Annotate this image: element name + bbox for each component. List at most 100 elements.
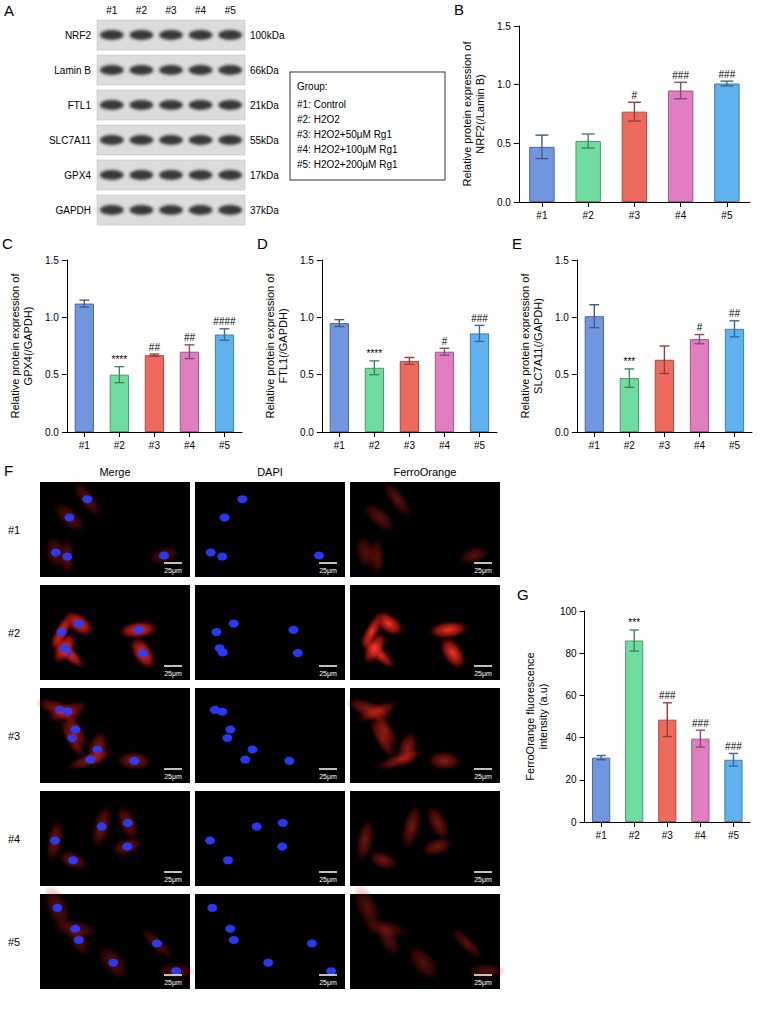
svg-text:#: # — [632, 90, 638, 101]
svg-text:#5: #5 — [721, 210, 733, 221]
svg-text:25μm: 25μm — [319, 670, 337, 678]
svg-text:1.0: 1.0 — [45, 312, 59, 323]
svg-text:17kDa: 17kDa — [250, 170, 279, 181]
svg-text:###: ### — [471, 313, 488, 324]
svg-text:25μm: 25μm — [164, 876, 182, 884]
svg-text:#2: #2 — [8, 627, 20, 639]
svg-text:25μm: 25μm — [319, 567, 337, 575]
svg-text:0.5: 0.5 — [45, 369, 59, 380]
svg-text:55kDa: 55kDa — [250, 135, 279, 146]
svg-text:1.0: 1.0 — [497, 79, 511, 90]
svg-text:Relative protein expression of: Relative protein expression of — [264, 273, 276, 419]
svg-text:#5: #5 — [225, 5, 237, 16]
svg-text:#4: #4 — [8, 833, 20, 845]
svg-text:#: # — [697, 322, 703, 333]
svg-text:#1: #1 — [8, 524, 20, 536]
svg-text:#3: #3 — [165, 5, 177, 16]
svg-text:###: ### — [659, 690, 676, 701]
svg-text:#5: #5 — [728, 830, 740, 841]
svg-text:66kDa: 66kDa — [250, 65, 279, 76]
svg-text:25μm: 25μm — [319, 979, 337, 987]
svg-text:GPX4(/GAPDH): GPX4(/GAPDH) — [22, 307, 34, 386]
svg-text:25μm: 25μm — [474, 773, 492, 781]
svg-text:60: 60 — [565, 690, 577, 701]
svg-text:1.5: 1.5 — [555, 255, 569, 266]
svg-text:NRF2(/Lamin B): NRF2(/Lamin B) — [474, 74, 486, 153]
svg-text:Relative protein expression of: Relative protein expression of — [519, 273, 531, 419]
svg-text:SLC7A11: SLC7A11 — [49, 135, 92, 146]
svg-text:#1: #1 — [79, 440, 91, 451]
svg-text:#5: #5 — [729, 440, 741, 451]
svg-text:#1: #1 — [334, 440, 346, 451]
svg-text:###: ### — [725, 741, 742, 752]
svg-text:#4: #4 — [695, 830, 707, 841]
svg-text:0.0: 0.0 — [555, 427, 569, 438]
svg-text:25μm: 25μm — [164, 979, 182, 987]
svg-text:#5: H2O2+200μM Rg1: #5: H2O2+200μM Rg1 — [297, 159, 398, 170]
svg-text:##: ## — [729, 308, 741, 319]
svg-text:Relative protein expression of: Relative protein expression of — [461, 41, 473, 187]
svg-text:1.0: 1.0 — [555, 312, 569, 323]
svg-text:GAPDH: GAPDH — [55, 205, 91, 216]
svg-text:***: *** — [624, 356, 636, 367]
svg-text:1.5: 1.5 — [300, 255, 314, 266]
svg-text:#3: #3 — [629, 210, 641, 221]
svg-text:****: **** — [112, 354, 128, 365]
svg-text:1.5: 1.5 — [497, 21, 511, 32]
svg-text:1.5: 1.5 — [45, 255, 59, 266]
svg-text:1.0: 1.0 — [300, 312, 314, 323]
svg-text:25μm: 25μm — [319, 876, 337, 884]
svg-text:FerroOrange: FerroOrange — [394, 466, 457, 478]
svg-text:#4: #4 — [675, 210, 687, 221]
svg-text:25μm: 25μm — [164, 670, 182, 678]
svg-text:#5: #5 — [474, 440, 486, 451]
svg-text:DAPI: DAPI — [257, 466, 283, 478]
svg-text:25μm: 25μm — [319, 773, 337, 781]
svg-text:#4: #4 — [184, 440, 196, 451]
svg-text:#5: #5 — [219, 440, 231, 451]
svg-text:#1: Control: #1: Control — [297, 99, 346, 110]
svg-text:#3: #3 — [659, 440, 671, 451]
svg-text:#4: #4 — [439, 440, 451, 451]
svg-text:FTL1: FTL1 — [68, 100, 92, 111]
svg-text:#4: #4 — [195, 5, 207, 16]
svg-text:100kDa: 100kDa — [250, 30, 285, 41]
svg-text:###: ### — [719, 69, 736, 80]
svg-text:0: 0 — [571, 817, 577, 828]
svg-text:100: 100 — [560, 606, 577, 617]
svg-text:##: ## — [184, 332, 196, 343]
svg-text:#2: #2 — [629, 830, 641, 841]
svg-text:#2: #2 — [136, 5, 148, 16]
svg-text:#1: #1 — [596, 830, 608, 841]
svg-text:####: #### — [213, 316, 236, 327]
svg-text:#2: #2 — [114, 440, 126, 451]
svg-text:###: ### — [672, 70, 689, 81]
svg-text:20: 20 — [565, 774, 577, 785]
svg-text:#1: #1 — [589, 440, 601, 451]
svg-text:#4: #4 — [694, 440, 706, 451]
svg-text:25μm: 25μm — [164, 773, 182, 781]
svg-text:0.5: 0.5 — [300, 369, 314, 380]
svg-text:FerroOrange fluorescence: FerroOrange fluorescence — [524, 652, 536, 780]
svg-text:intensity (a.u): intensity (a.u) — [537, 683, 549, 749]
svg-text:#3: #3 — [149, 440, 161, 451]
svg-text:0.0: 0.0 — [45, 427, 59, 438]
svg-text:#3: #3 — [8, 730, 20, 742]
svg-text:0.5: 0.5 — [497, 138, 511, 149]
svg-text:#: # — [442, 336, 448, 347]
svg-text:25μm: 25μm — [474, 567, 492, 575]
svg-text:Lamin B: Lamin B — [54, 65, 91, 76]
svg-text:0.0: 0.0 — [300, 427, 314, 438]
svg-text:GPX4: GPX4 — [64, 170, 91, 181]
svg-text:#2: H2O2: #2: H2O2 — [297, 114, 340, 125]
svg-text:80: 80 — [565, 648, 577, 659]
svg-text:#2: #2 — [583, 210, 595, 221]
svg-text:#4: H2O2+100μM Rg1: #4: H2O2+100μM Rg1 — [297, 144, 398, 155]
svg-text:#3: #3 — [662, 830, 674, 841]
svg-text:21kDa: 21kDa — [250, 100, 279, 111]
svg-text:Relative protein expression of: Relative protein expression of — [9, 273, 21, 419]
svg-text:FTL1(/GAPDH): FTL1(/GAPDH) — [277, 308, 289, 383]
svg-text:0.5: 0.5 — [555, 369, 569, 380]
svg-text:25μm: 25μm — [474, 979, 492, 987]
svg-text:##: ## — [149, 342, 161, 353]
